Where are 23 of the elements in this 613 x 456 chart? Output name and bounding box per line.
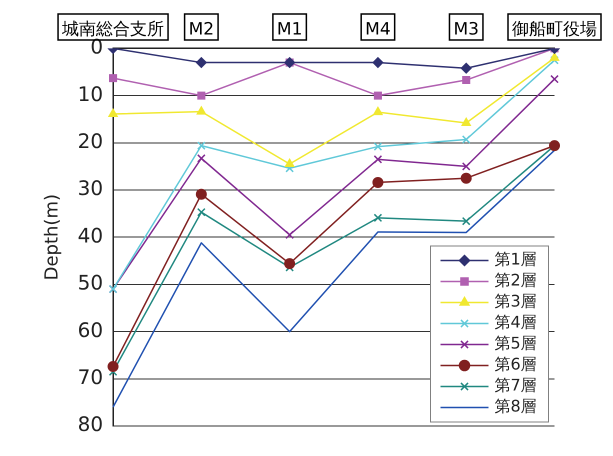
- y-tick-label: 40: [78, 223, 104, 248]
- y-axis-title: Depth(m): [41, 194, 62, 280]
- x-tick-label: 御船町役場: [512, 20, 597, 40]
- legend-label: 第1層: [494, 250, 537, 269]
- y-tick-label: 10: [78, 82, 104, 106]
- x-tick-label: M2: [188, 20, 214, 40]
- y-tick-label: 60: [78, 318, 104, 342]
- x-tick-label: M1: [276, 20, 302, 40]
- legend-label: 第4層: [494, 312, 537, 332]
- y-tick-label: 50: [78, 270, 104, 295]
- legend-label: 第7層: [494, 376, 537, 395]
- legend-label: 第6層: [494, 354, 537, 374]
- y-tick-label: 80: [78, 412, 104, 436]
- x-tick-label: 城南総合支所: [61, 20, 164, 40]
- legend-label: 第5層: [494, 334, 537, 353]
- y-tick-label: 30: [78, 176, 104, 200]
- y-tick-label: 20: [78, 129, 104, 154]
- x-tick-label: M3: [453, 20, 479, 40]
- legend-label: 第3層: [494, 292, 537, 311]
- y-tick-label: 70: [78, 365, 104, 390]
- legend-label: 第2層: [494, 270, 537, 290]
- legend-label: 第8層: [494, 396, 537, 416]
- x-tick-label: M4: [365, 20, 391, 40]
